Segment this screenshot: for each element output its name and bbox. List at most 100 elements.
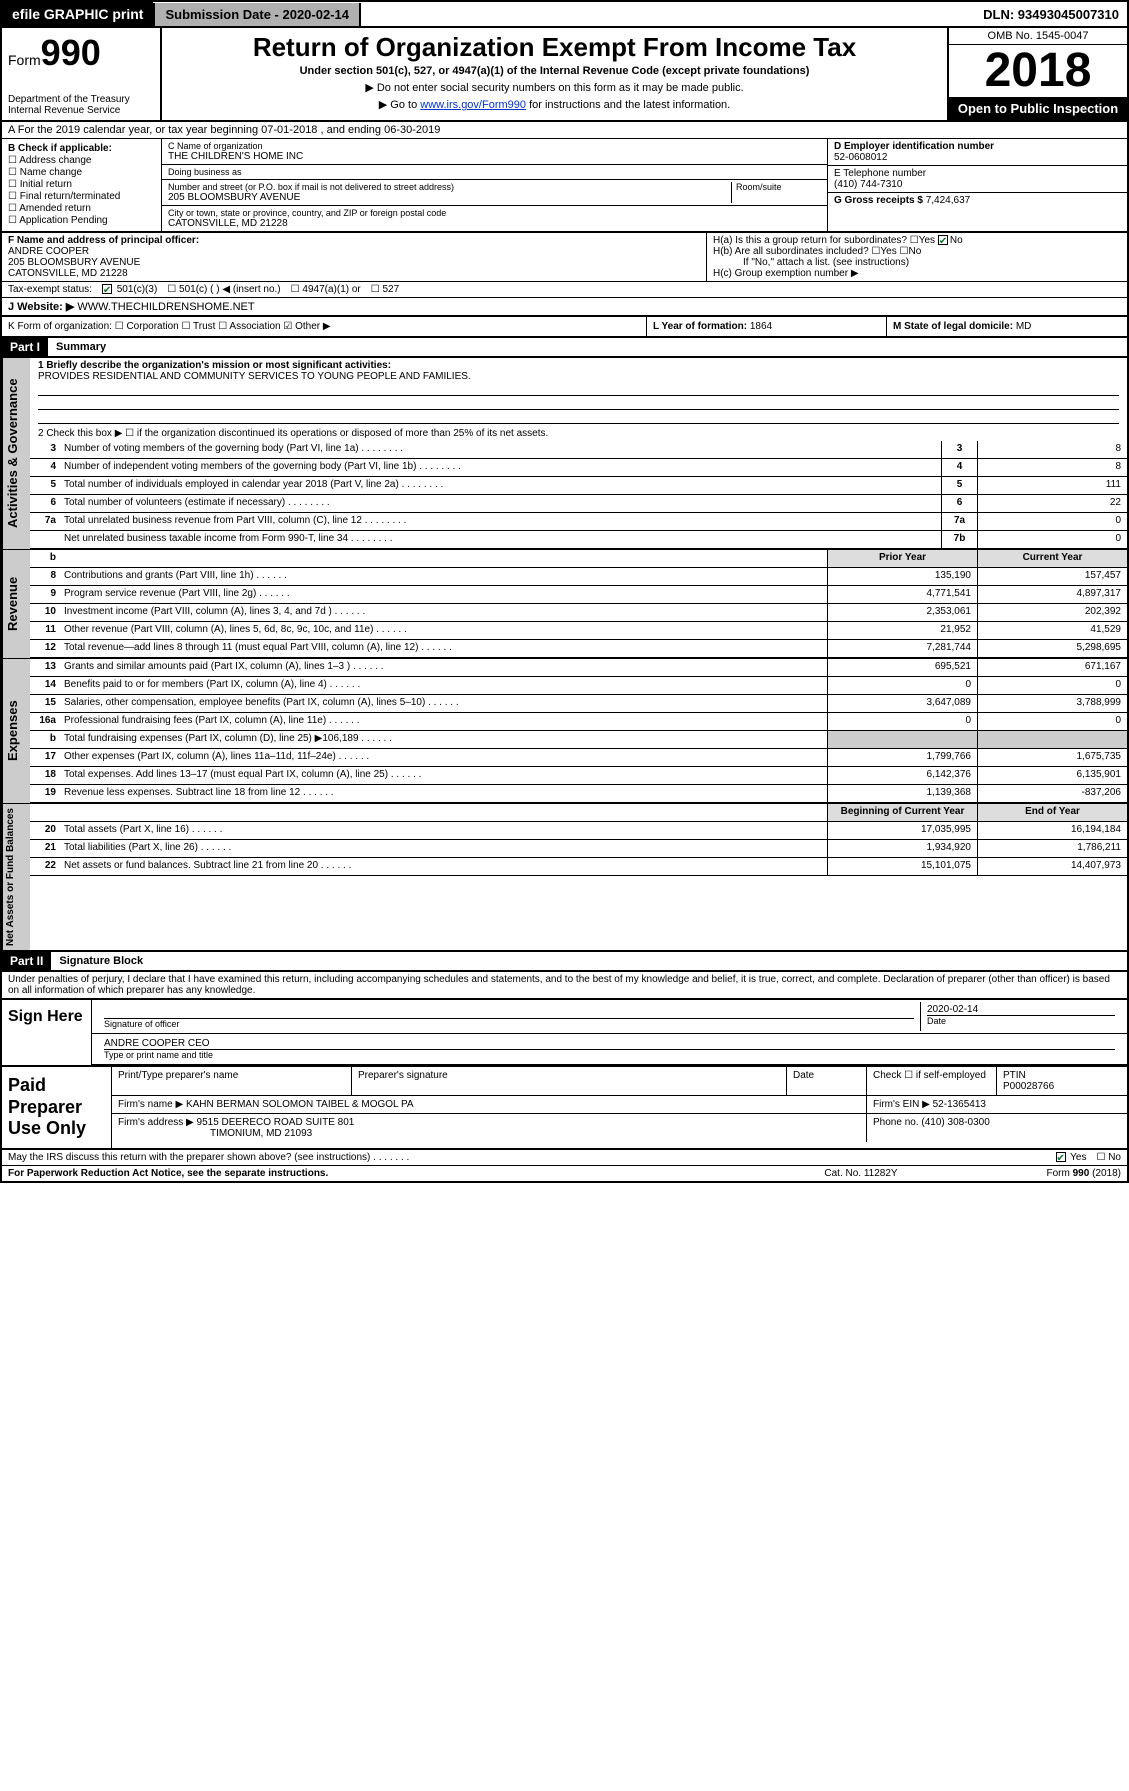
tax-501c[interactable]: ☐ 501(c) ( ) ◀ (insert no.) bbox=[167, 284, 280, 295]
firm-phone-label: Phone no. bbox=[873, 1117, 919, 1128]
gross-receipts: 7,424,637 bbox=[926, 195, 971, 206]
table-row: 7a Total unrelated business revenue from… bbox=[30, 513, 1127, 531]
box-h-a: H(a) Is this a group return for subordin… bbox=[713, 235, 1121, 246]
part1-title: Summary bbox=[48, 339, 114, 355]
org-name: THE CHILDREN'S HOME INC bbox=[168, 151, 821, 162]
part1-header: Part I bbox=[2, 338, 48, 356]
form-title: Return of Organization Exempt From Incom… bbox=[172, 32, 937, 63]
table-row: 19 Revenue less expenses. Subtract line … bbox=[30, 785, 1127, 803]
ptin-label: PTIN bbox=[1003, 1070, 1026, 1081]
col-current-year: Current Year bbox=[977, 550, 1127, 567]
dba-label: Doing business as bbox=[162, 165, 827, 180]
discuss-yes[interactable]: Yes bbox=[1056, 1152, 1087, 1163]
table-row: 10 Investment income (Part VIII, column … bbox=[30, 604, 1127, 622]
firm-addr-label: Firm's address ▶ bbox=[118, 1117, 194, 1128]
table-row: 8 Contributions and grants (Part VIII, l… bbox=[30, 568, 1127, 586]
prep-sig-hdr: Preparer's signature bbox=[352, 1067, 787, 1095]
table-row: 5 Total number of individuals employed i… bbox=[30, 477, 1127, 495]
check-final-return[interactable]: ☐ Final return/terminated bbox=[8, 191, 155, 202]
part2-declaration: Under penalties of perjury, I declare th… bbox=[2, 972, 1127, 998]
tax-year: 2018 bbox=[949, 45, 1127, 97]
side-revenue: Revenue bbox=[2, 550, 30, 658]
cat-number: Cat. No. 11282Y bbox=[761, 1168, 961, 1179]
form-footer: Form 990 (2018) bbox=[961, 1168, 1121, 1179]
dln: DLN: 93493045007310 bbox=[983, 7, 1127, 22]
box-f-label: F Name and address of principal officer: bbox=[8, 235, 199, 246]
tax-527[interactable]: ☐ 527 bbox=[371, 284, 399, 295]
line2: 2 Check this box ▶ ☐ if the organization… bbox=[30, 426, 1127, 441]
table-row: 20 Total assets (Part X, line 16) . . . … bbox=[30, 822, 1127, 840]
table-row: 22 Net assets or fund balances. Subtract… bbox=[30, 858, 1127, 876]
table-row: 12 Total revenue—add lines 8 through 11 … bbox=[30, 640, 1127, 658]
prep-self-employed[interactable]: Check ☐ if self-employed bbox=[867, 1067, 997, 1095]
org-city: CATONSVILLE, MD 21228 bbox=[168, 218, 821, 229]
col-end-year: End of Year bbox=[977, 804, 1127, 821]
row-k: K Form of organization: ☐ Corporation ☐ … bbox=[2, 317, 647, 336]
box-c-name-label: C Name of organization bbox=[168, 141, 821, 151]
officer-name-title: ANDRE COOPER CEO bbox=[104, 1038, 1115, 1049]
firm-name-label: Firm's name ▶ bbox=[118, 1099, 183, 1110]
row-m: M State of legal domicile: MD bbox=[887, 317, 1127, 336]
table-row: 4 Number of independent voting members o… bbox=[30, 459, 1127, 477]
firm-ein: 52-1365413 bbox=[933, 1099, 986, 1110]
row-l: L Year of formation: 1864 bbox=[647, 317, 887, 336]
ein-value: 52-0608012 bbox=[834, 152, 887, 163]
row-b-marker: b bbox=[30, 550, 60, 567]
submission-date: Submission Date - 2020-02-14 bbox=[153, 3, 361, 26]
subtitle-2: ▶ Do not enter social security numbers o… bbox=[172, 81, 937, 94]
check-name-change[interactable]: ☐ Name change bbox=[8, 167, 155, 178]
form-number: Form990 bbox=[8, 32, 154, 74]
box-h-b: H(b) Are all subordinates included? ☐Yes… bbox=[713, 246, 1121, 257]
check-amended[interactable]: ☐ Amended return bbox=[8, 203, 155, 214]
sub3-pre: ▶ Go to bbox=[379, 99, 420, 111]
box-b: B Check if applicable: ☐ Address change … bbox=[2, 139, 162, 231]
website-label: J Website: ▶ bbox=[8, 301, 74, 313]
box-g-label: G Gross receipts $ bbox=[834, 195, 923, 206]
ptin-value: P00028766 bbox=[1003, 1081, 1054, 1092]
officer-name-label: Type or print name and title bbox=[104, 1049, 1115, 1060]
check-initial-return[interactable]: ☐ Initial return bbox=[8, 179, 155, 190]
city-label: City or town, state or province, country… bbox=[168, 208, 821, 218]
side-governance: Activities & Governance bbox=[2, 358, 30, 549]
sig-date-label: Date bbox=[927, 1015, 1115, 1026]
form-prefix: Form bbox=[8, 52, 41, 68]
prep-date-hdr: Date bbox=[787, 1067, 867, 1095]
table-row: Net unrelated business taxable income fr… bbox=[30, 531, 1127, 549]
open-public-badge: Open to Public Inspection bbox=[949, 97, 1127, 120]
check-application-pending[interactable]: ☐ Application Pending bbox=[8, 215, 155, 226]
addr-label: Number and street (or P.O. box if mail i… bbox=[168, 182, 731, 192]
table-row: b Total fundraising expenses (Part IX, c… bbox=[30, 731, 1127, 749]
org-address: 205 BLOOMSBURY AVENUE bbox=[168, 192, 731, 203]
efile-badge: efile GRAPHIC print bbox=[2, 2, 153, 26]
part2-title: Signature Block bbox=[51, 953, 151, 969]
tax-4947[interactable]: ☐ 4947(a)(1) or bbox=[291, 284, 361, 295]
table-row: 3 Number of voting members of the govern… bbox=[30, 441, 1127, 459]
firm-ein-label: Firm's EIN ▶ bbox=[873, 1099, 930, 1110]
prep-name-hdr: Print/Type preparer's name bbox=[112, 1067, 352, 1095]
table-row: 21 Total liabilities (Part X, line 26) .… bbox=[30, 840, 1127, 858]
line1-text: PROVIDES RESIDENTIAL AND COMMUNITY SERVI… bbox=[38, 371, 1119, 382]
table-row: 17 Other expenses (Part IX, column (A), … bbox=[30, 749, 1127, 767]
sig-date: 2020-02-14 bbox=[927, 1004, 1115, 1015]
omb-number: OMB No. 1545-0047 bbox=[949, 28, 1127, 45]
sig-officer-label: Signature of officer bbox=[104, 1018, 914, 1029]
table-row: 14 Benefits paid to or for members (Part… bbox=[30, 677, 1127, 695]
box-e-label: E Telephone number bbox=[834, 168, 1121, 179]
table-row: 13 Grants and similar amounts paid (Part… bbox=[30, 659, 1127, 677]
table-row: 15 Salaries, other compensation, employe… bbox=[30, 695, 1127, 713]
paid-preparer-label: Paid Preparer Use Only bbox=[2, 1067, 112, 1148]
firm-addr2: TIMONIUM, MD 21093 bbox=[118, 1128, 312, 1139]
phone-value: (410) 744-7310 bbox=[834, 179, 1121, 190]
instructions-link[interactable]: www.irs.gov/Form990 bbox=[420, 99, 526, 111]
subtitle-3: ▶ Go to www.irs.gov/Form990 for instruct… bbox=[172, 98, 937, 111]
discuss-no[interactable]: ☐ No bbox=[1096, 1152, 1121, 1163]
tax-501c3[interactable]: 501(c)(3) bbox=[102, 284, 157, 295]
col-beginning: Beginning of Current Year bbox=[827, 804, 977, 821]
check-address-change[interactable]: ☐ Address change bbox=[8, 155, 155, 166]
officer-addr2: CATONSVILLE, MD 21228 bbox=[8, 268, 128, 279]
firm-name: KAHN BERMAN SOLOMON TAIBEL & MOGOL PA bbox=[186, 1099, 414, 1110]
tax-status-label: Tax-exempt status: bbox=[8, 284, 92, 295]
discuss-question: May the IRS discuss this return with the… bbox=[8, 1152, 1056, 1163]
side-expenses: Expenses bbox=[2, 659, 30, 803]
firm-addr1: 9515 DEERECO ROAD SUITE 801 bbox=[197, 1117, 355, 1128]
